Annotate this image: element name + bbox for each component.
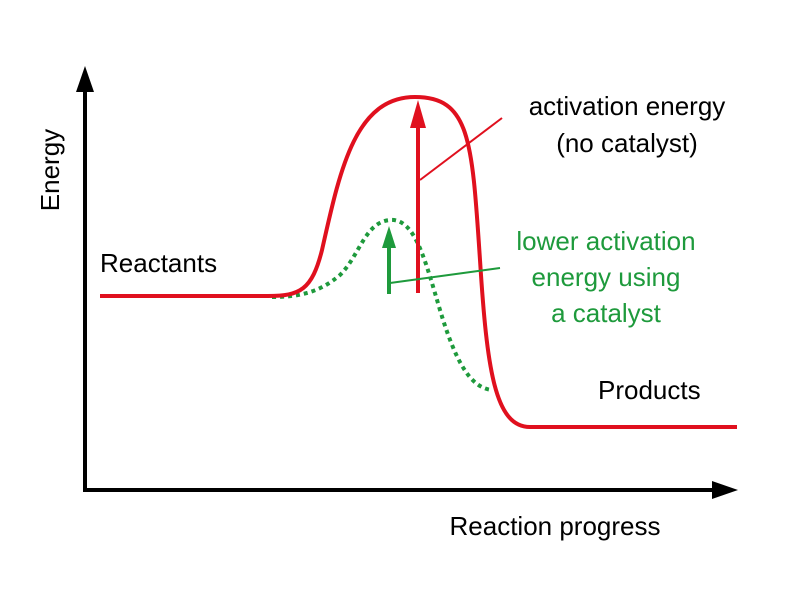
- reactants-label: Reactants: [100, 248, 217, 278]
- y-axis-arrowhead: [76, 66, 94, 92]
- catalyst-curve: [271, 218, 493, 392]
- catalyst-pointer: [389, 267, 501, 284]
- annotation-line: lower activation: [516, 226, 695, 256]
- annotation-line: a catalyst: [551, 298, 662, 328]
- annotation-line: activation energy: [529, 91, 726, 121]
- catalyst-arrowhead: [382, 226, 396, 248]
- activation-arrowhead: [410, 100, 426, 128]
- annotation-line: (no catalyst): [556, 128, 698, 158]
- annotation-line: energy using: [532, 262, 681, 292]
- activation-pointer: [419, 117, 503, 181]
- products-label: Products: [598, 375, 701, 405]
- x-axis-arrowhead: [712, 481, 738, 499]
- x-axis-label: Reaction progress: [450, 511, 661, 541]
- reaction-curve: [100, 94, 737, 429]
- y-axis-label: Energy: [35, 129, 65, 211]
